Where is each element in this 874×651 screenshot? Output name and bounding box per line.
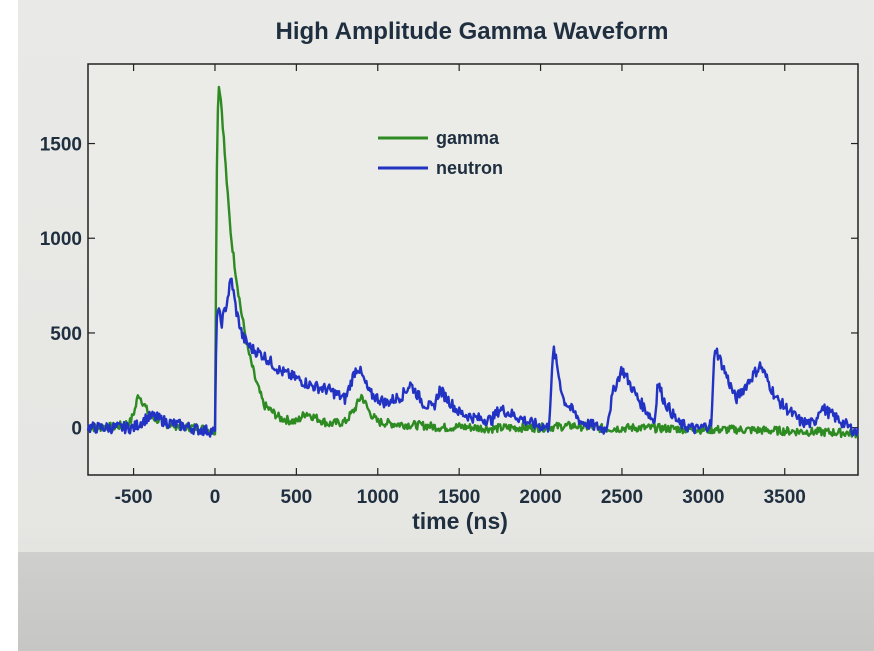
x-tick-label: 1500 — [438, 487, 480, 508]
y-tick-label: 0 — [71, 419, 82, 440]
y-tick-label: 1000 — [40, 229, 82, 250]
y-tick-label: 500 — [50, 324, 82, 345]
x-tick-label: 2000 — [519, 487, 561, 508]
legend: gamma neutron — [378, 128, 503, 178]
x-axis-label: time (ns) — [412, 508, 508, 534]
x-tick-label: 1000 — [357, 487, 399, 508]
x-tick-label: 3000 — [682, 487, 724, 508]
series-layer — [86, 85, 859, 439]
left-bezel — [0, 0, 18, 651]
series-line-gamma — [87, 85, 859, 439]
x-tick-label: 500 — [281, 487, 313, 508]
legend-label-neutron: neutron — [436, 158, 503, 178]
y-tick-label: 1500 — [40, 135, 82, 156]
x-tick-label: 0 — [210, 487, 221, 508]
series-line-neutron — [86, 277, 859, 438]
x-tick-label: 3500 — [764, 487, 806, 508]
screen-bottom-area — [18, 552, 874, 651]
chart-title: High Amplitude Gamma Waveform — [275, 18, 669, 45]
legend-label-gamma: gamma — [436, 128, 500, 148]
x-tick-label: 2500 — [601, 487, 643, 508]
x-tick-label: -500 — [115, 487, 153, 508]
